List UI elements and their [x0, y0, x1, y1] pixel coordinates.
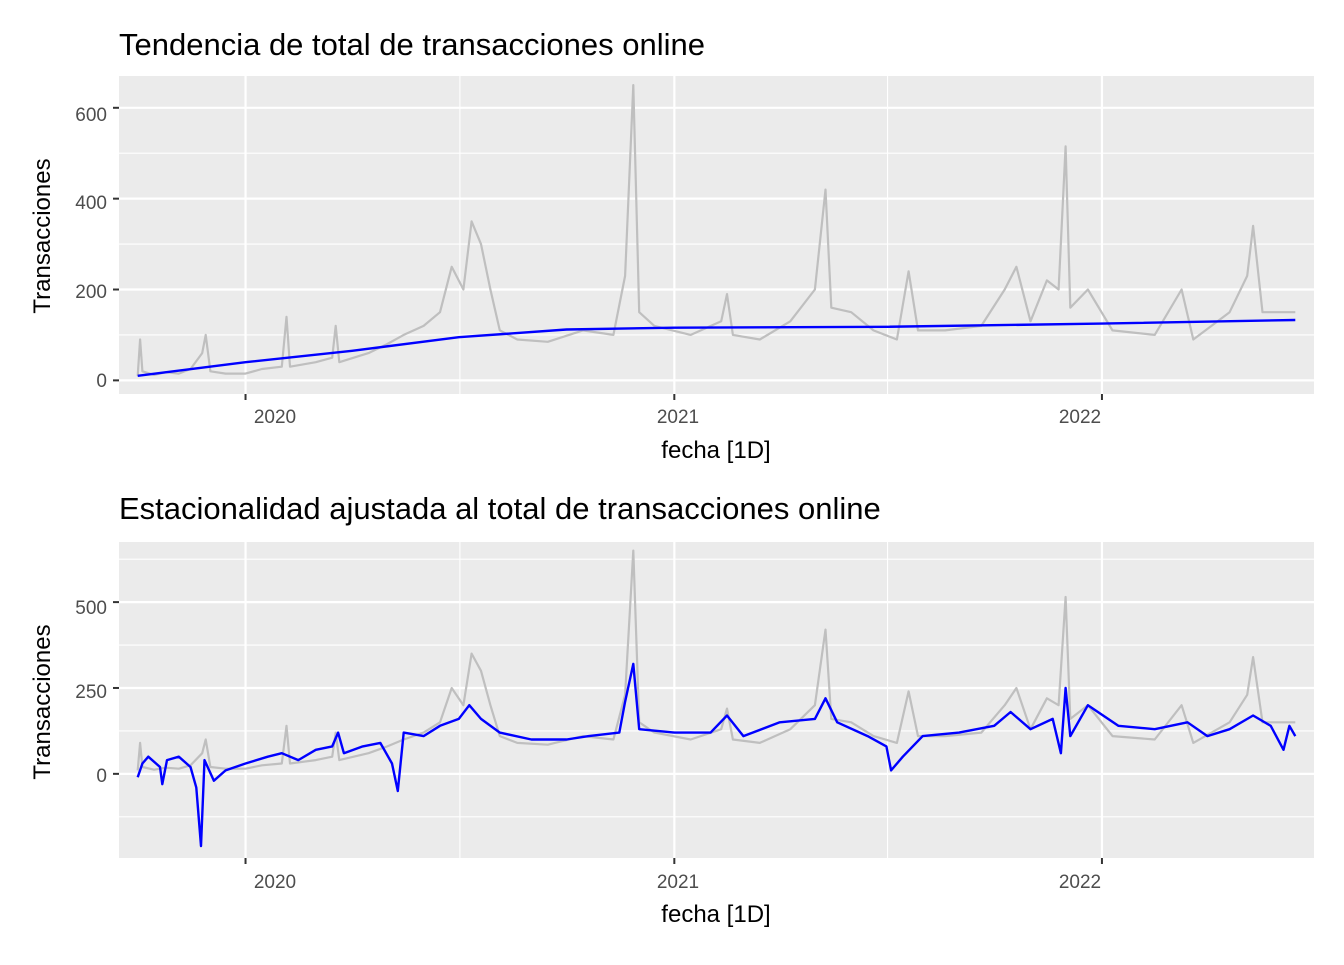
chart-2-y-axis-title: Transacciones	[29, 624, 56, 779]
chart-1-y-tick-label-200: 200	[75, 282, 107, 303]
chart-2-series	[136, 549, 1297, 848]
observed-series-line	[136, 549, 1296, 771]
chart-2-x-axis-title: fecha [1D]	[661, 901, 770, 928]
chart-1-title: Tendencia de total de transacciones onli…	[119, 27, 705, 62]
chart-1-gridlines	[119, 76, 1314, 394]
chart-1-x-tick-label-2020: 2020	[254, 407, 296, 428]
chart-1: Tendencia de total de transacciones onli…	[29, 27, 1314, 464]
chart-2: Estacionalidad ajustada al total de tran…	[29, 491, 1314, 928]
chart-1-plot-panel	[119, 76, 1314, 394]
chart-1-y-tick-label-0: 0	[96, 371, 107, 392]
chart-1-axis-ticks	[113, 106, 1103, 400]
chart-2-x-tick-label-2020: 2020	[254, 872, 296, 893]
chart-1-y-tick-label-600: 600	[75, 105, 107, 126]
chart-1-y-axis-title: Transacciones	[29, 158, 56, 313]
chart-2-y-tick-label-500: 500	[75, 598, 107, 619]
chart-2-title: Estacionalidad ajustada al total de tran…	[119, 491, 881, 526]
chart-2-x-tick-label-2021: 2021	[657, 872, 699, 893]
chart-1-series	[136, 83, 1296, 377]
chart-1-x-tick-label-2021: 2021	[657, 407, 699, 428]
chart-1-x-axis-title: fecha [1D]	[661, 437, 770, 464]
trend-series-line	[137, 318, 1296, 377]
chart-2-x-tick-label-2022: 2022	[1059, 872, 1101, 893]
chart-2-axis-ticks	[113, 601, 1103, 864]
seasonally-adjusted-series-line	[136, 662, 1297, 848]
chart-2-plot-panel	[119, 542, 1314, 858]
observed-series-line	[136, 83, 1296, 376]
chart-1-y-tick-label-400: 400	[75, 193, 107, 214]
chart-1-x-tick-label-2022: 2022	[1059, 407, 1101, 428]
chart-2-y-tick-label-250: 250	[75, 682, 107, 703]
chart-2-y-tick-label-0: 0	[96, 766, 107, 787]
chart-2-gridlines	[119, 542, 1314, 858]
